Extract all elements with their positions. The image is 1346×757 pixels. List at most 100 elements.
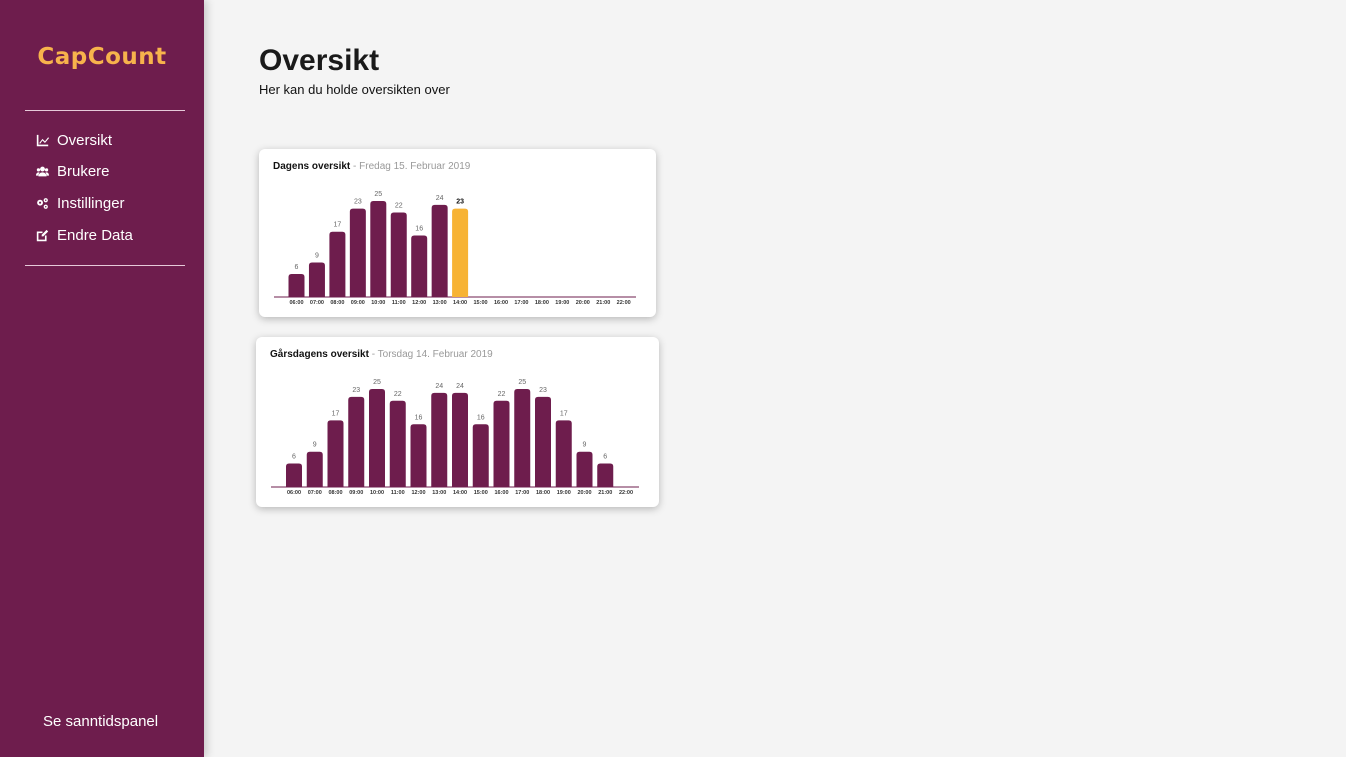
bar[interactable] bbox=[493, 400, 510, 487]
x-tick-label: 21:00 bbox=[598, 490, 612, 496]
bar-value-label: 17 bbox=[332, 410, 340, 417]
bar[interactable] bbox=[410, 424, 427, 487]
x-tick-label: 19:00 bbox=[555, 300, 569, 306]
x-tick-label: 19:00 bbox=[557, 490, 571, 496]
gears-icon bbox=[37, 198, 48, 209]
x-tick-label: 06:00 bbox=[289, 300, 303, 306]
x-tick-label: 07:00 bbox=[308, 490, 322, 496]
page-title: Oversikt bbox=[259, 44, 380, 77]
bar[interactable] bbox=[286, 463, 302, 487]
x-tick-label: 08:00 bbox=[330, 300, 344, 306]
bar[interactable] bbox=[576, 451, 593, 487]
bar[interactable] bbox=[389, 400, 406, 487]
edit-icon bbox=[36, 229, 49, 242]
bar-value-label: 6 bbox=[295, 264, 299, 271]
sidebar-item-brukere[interactable]: Brukere bbox=[36, 163, 110, 180]
x-tick-label: 22:00 bbox=[617, 300, 631, 306]
x-tick-label: 12:00 bbox=[412, 300, 426, 306]
bar-value-label: 9 bbox=[583, 442, 587, 449]
sidebar-divider-top bbox=[25, 110, 185, 111]
bar-value-label: 23 bbox=[354, 199, 362, 206]
x-tick-label: 13:00 bbox=[433, 300, 447, 306]
bar-value-label: 25 bbox=[373, 379, 381, 386]
bar[interactable] bbox=[555, 420, 572, 487]
yesterday-bar-chart: 6 06:00 9 07:00 17 08:00 23 09:00 25 10:00 22 11:00… bbox=[271, 379, 639, 496]
x-tick-label: 20:00 bbox=[577, 490, 591, 496]
bar-value-label: 22 bbox=[395, 203, 403, 210]
x-tick-label: 06:00 bbox=[287, 490, 301, 496]
bar[interactable] bbox=[431, 392, 448, 487]
bar-value-label: 24 bbox=[456, 383, 464, 390]
sidebar-item-label: Endre Data bbox=[57, 227, 133, 244]
x-tick-label: 09:00 bbox=[349, 490, 363, 496]
x-tick-label: 14:00 bbox=[453, 490, 467, 496]
bar-value-label: 17 bbox=[560, 410, 568, 417]
bar[interactable] bbox=[472, 424, 489, 487]
sidebar-item-oversikt[interactable]: Oversikt bbox=[36, 132, 112, 149]
x-tick-label: 13:00 bbox=[432, 490, 446, 496]
x-tick-label: 14:00 bbox=[453, 300, 467, 306]
card-title-text: Gårsdagens oversikt bbox=[270, 349, 369, 360]
x-tick-label: 21:00 bbox=[596, 300, 610, 306]
x-tick-label: 18:00 bbox=[535, 300, 549, 306]
sidebar-item-label: Instillinger bbox=[57, 195, 125, 212]
x-tick-label: 10:00 bbox=[370, 490, 384, 496]
bar[interactable] bbox=[390, 212, 407, 297]
bar-value-label: 16 bbox=[415, 414, 423, 421]
x-tick-label: 09:00 bbox=[351, 300, 365, 306]
bar[interactable] bbox=[369, 389, 385, 487]
yesterday-overview-card: Gårsdagens oversikt - Torsdag 14. Februa… bbox=[256, 337, 659, 507]
bar[interactable] bbox=[288, 273, 305, 297]
x-tick-label: 15:00 bbox=[474, 490, 488, 496]
card-date: - Torsdag 14. Februar 2019 bbox=[371, 349, 493, 360]
card-title: Dagens oversikt - Fredag 15. Februar 201… bbox=[273, 161, 470, 172]
x-tick-label: 11:00 bbox=[391, 490, 405, 496]
bar[interactable] bbox=[535, 396, 551, 487]
bar-value-label: 9 bbox=[313, 442, 317, 449]
chart-line-icon bbox=[36, 134, 49, 147]
bar[interactable] bbox=[348, 396, 365, 487]
sidebar-item-endre-data[interactable]: Endre Data bbox=[36, 227, 133, 244]
bar-value-label: 25 bbox=[518, 379, 526, 386]
bar-value-label: 24 bbox=[435, 383, 443, 390]
x-tick-label: 10:00 bbox=[371, 300, 385, 306]
x-tick-label: 22:00 bbox=[619, 490, 633, 496]
x-tick-label: 11:00 bbox=[392, 300, 406, 306]
bar[interactable] bbox=[349, 208, 366, 297]
bar-value-label: 24 bbox=[436, 195, 444, 202]
x-tick-label: 16:00 bbox=[494, 300, 508, 306]
bar[interactable] bbox=[431, 204, 448, 297]
bar-value-label: 25 bbox=[374, 191, 382, 198]
bar[interactable] bbox=[327, 420, 344, 487]
users-icon bbox=[36, 166, 49, 177]
today-bar-chart: 6 06:00 9 07:00 17 08:00 23 09:00 25 10:00 22 11:00… bbox=[274, 191, 636, 306]
bar[interactable] bbox=[329, 231, 346, 297]
bar[interactable] bbox=[514, 389, 531, 487]
x-tick-label: 15:00 bbox=[474, 300, 488, 306]
bar[interactable] bbox=[308, 262, 325, 297]
bar[interactable] bbox=[306, 451, 323, 487]
x-tick-label: 08:00 bbox=[328, 490, 342, 496]
sidebar: CapCount Oversikt Brukere Instillinger E… bbox=[0, 0, 204, 757]
bar[interactable] bbox=[597, 463, 614, 487]
bar-value-label: 22 bbox=[498, 391, 506, 398]
bar-value-label: 22 bbox=[394, 391, 402, 398]
bar[interactable] bbox=[411, 235, 428, 297]
bar-value-label: 23 bbox=[352, 387, 360, 394]
x-tick-label: 12:00 bbox=[411, 490, 425, 496]
bar[interactable] bbox=[452, 392, 468, 487]
sidebar-item-instillinger[interactable]: Instillinger bbox=[36, 195, 125, 212]
bar-value-label: 6 bbox=[603, 453, 607, 460]
app-logo[interactable]: CapCount bbox=[37, 44, 167, 70]
today-overview-card: Dagens oversikt - Fredag 15. Februar 201… bbox=[259, 149, 656, 317]
bar-value-label: 23 bbox=[539, 387, 547, 394]
bar[interactable] bbox=[452, 208, 469, 297]
page-subtitle: Her kan du holde oversikten over bbox=[259, 82, 450, 97]
x-tick-label: 17:00 bbox=[515, 490, 529, 496]
sidebar-item-label: Oversikt bbox=[57, 132, 113, 149]
realtime-panel-link[interactable]: Se sanntidspanel bbox=[43, 713, 159, 730]
bar-value-label: 16 bbox=[477, 414, 485, 421]
bar-value-label: 16 bbox=[415, 226, 423, 233]
bar[interactable] bbox=[370, 201, 387, 297]
card-title-text: Dagens oversikt bbox=[273, 161, 351, 172]
